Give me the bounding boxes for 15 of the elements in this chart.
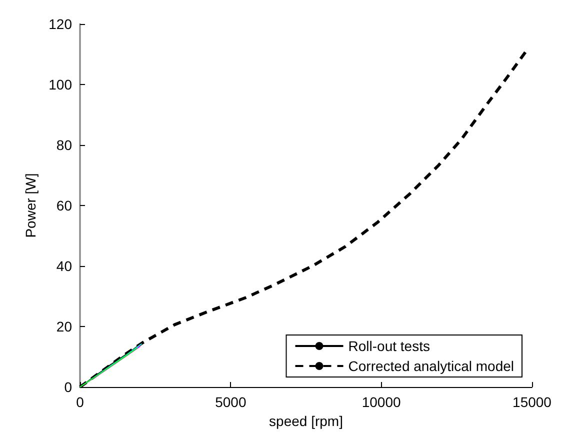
y-tick-label: 120: [48, 16, 72, 32]
x-axis-title: speed [rpm]: [269, 412, 343, 429]
legend-label: Roll-out tests: [348, 338, 430, 354]
x-tick-label: 10000: [362, 394, 402, 410]
y-tick-label: 0: [64, 379, 72, 395]
x-tick-label: 15000: [512, 394, 552, 410]
x-tick-label: 0: [76, 394, 84, 410]
legend-label: Corrected analytical model: [348, 358, 514, 374]
y-tick-label: 100: [48, 76, 72, 92]
y-tick-label: 20: [56, 318, 72, 334]
y-tick-label: 80: [56, 137, 72, 153]
x-tick-label: 5000: [215, 394, 246, 410]
y-tick-label: 60: [56, 198, 72, 214]
y-tick-label: 40: [56, 258, 72, 274]
y-axis-title: Power [W]: [22, 173, 39, 238]
